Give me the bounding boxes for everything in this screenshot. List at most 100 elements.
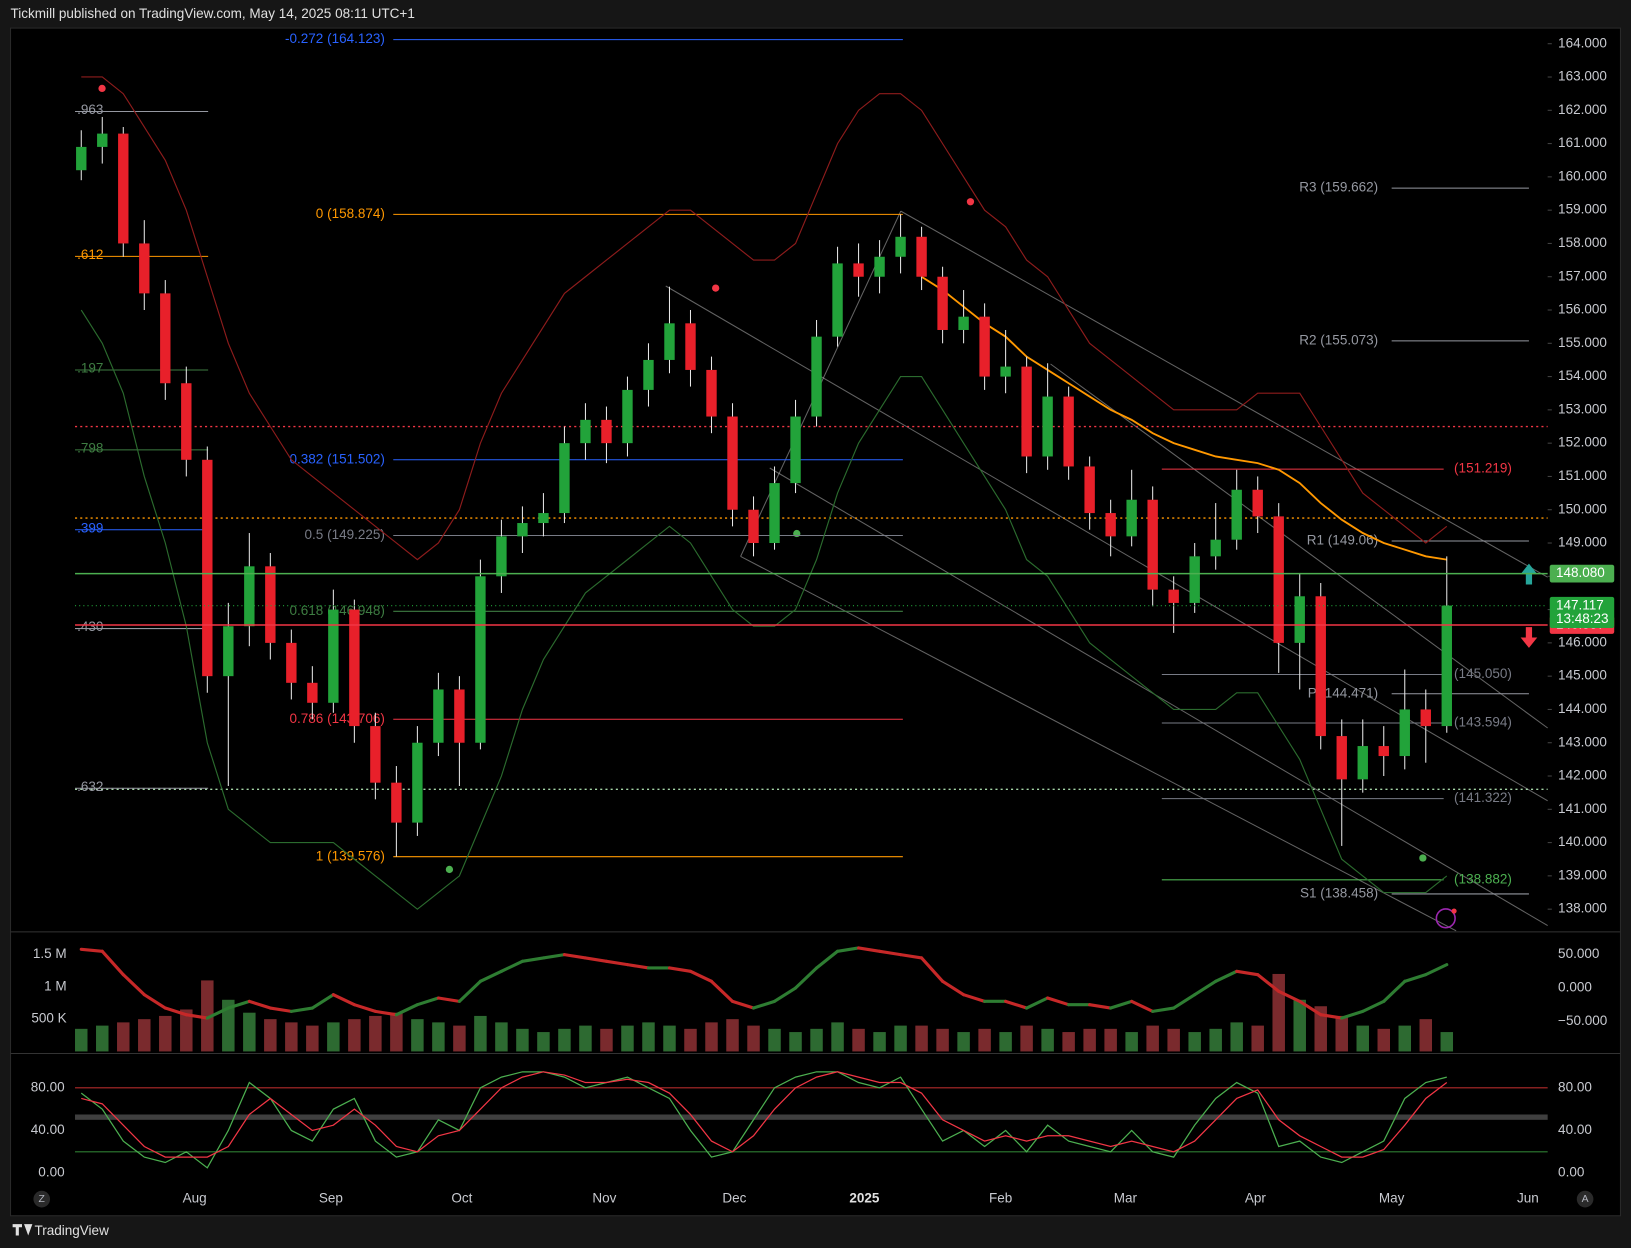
momentum-segment — [625, 963, 651, 970]
candle-body — [1189, 556, 1200, 603]
volume-bar — [999, 1032, 1012, 1052]
candle-body — [1147, 499, 1158, 590]
candle-body — [727, 416, 738, 510]
momentum-segment — [436, 996, 461, 1003]
candle-body — [1231, 489, 1242, 540]
pivot-label: S1 (138.458) — [1300, 885, 1378, 900]
stoch-tick-label: 0.00 — [38, 1165, 64, 1180]
candle-body — [538, 513, 549, 524]
y-tick-label: 150.000 — [1558, 501, 1607, 516]
momentum-segment — [1172, 993, 1197, 1010]
level-label: (143.594) — [1454, 715, 1512, 730]
candle-body — [706, 369, 717, 417]
momentum-segment — [1109, 999, 1134, 1010]
volume-bar — [684, 1028, 697, 1052]
alert-icon[interactable] — [1435, 908, 1456, 929]
volume-bar — [1419, 1019, 1433, 1052]
fib-label: .399 — [77, 520, 103, 535]
candle-body — [685, 323, 696, 370]
volume-bar — [1398, 1025, 1412, 1052]
candle-body — [895, 236, 906, 257]
momentum-segment — [583, 956, 609, 963]
volume-bar — [138, 1019, 151, 1052]
momentum-segment — [688, 969, 714, 983]
y-tick-label: 155.000 — [1558, 335, 1607, 350]
volume-bar — [1293, 999, 1306, 1052]
x-tick-label: Jun — [1517, 1191, 1539, 1206]
y-tick-label: 161.000 — [1558, 135, 1607, 150]
momentum-segment — [899, 953, 924, 960]
momentum-tick-label: 0.000 — [1558, 980, 1592, 995]
volume-bar — [1314, 1006, 1327, 1052]
signal-dot — [712, 284, 720, 292]
volume-bar — [327, 1022, 340, 1052]
candle-body — [160, 293, 171, 384]
last-price-badge — [1549, 596, 1615, 629]
volume-bar — [180, 1009, 193, 1052]
x-tick-label: Mar — [1114, 1191, 1138, 1206]
candle-body — [580, 419, 591, 444]
volume-bar — [432, 1022, 445, 1052]
volume-bar — [75, 1028, 88, 1052]
candle-body — [937, 276, 948, 330]
candle-body — [1273, 516, 1284, 643]
candle-body — [286, 642, 297, 683]
alert-dot — [1451, 908, 1457, 914]
momentum-segment — [163, 1006, 188, 1017]
momentum-segment — [941, 979, 966, 997]
volume-tick-label: 1 M — [44, 978, 67, 993]
momentum-segment — [730, 999, 756, 1010]
channel-line — [769, 467, 1548, 927]
volume-bar — [306, 1025, 319, 1052]
auto-button[interactable] — [1576, 1190, 1594, 1208]
header-text: Tickmill published on TradingView.com, M… — [11, 6, 415, 21]
candle-body — [853, 263, 864, 277]
candle-body — [391, 782, 402, 823]
y-tick-label: 141.000 — [1558, 801, 1607, 816]
momentum-segment — [373, 1009, 398, 1017]
zoom-button[interactable] — [33, 1190, 51, 1208]
volume-bar — [1335, 1015, 1348, 1052]
volume-bar — [1167, 1028, 1180, 1052]
momentum-segment — [772, 986, 798, 1003]
stoch-tick-label: 0.00 — [1558, 1165, 1584, 1180]
momentum-segment — [142, 993, 167, 1010]
momentum-segment — [962, 993, 987, 1003]
momentum-segment — [121, 973, 146, 997]
volume-bar — [1146, 1025, 1159, 1052]
volume-bar — [1041, 1028, 1054, 1052]
signal-dot — [1419, 854, 1427, 862]
candle-body — [1105, 513, 1116, 537]
fib-label: .798 — [77, 440, 103, 455]
volume-bar — [747, 1025, 760, 1052]
candle-body — [1294, 596, 1305, 643]
stoch-tick-label: 40.00 — [1558, 1122, 1592, 1137]
candle-body — [223, 626, 234, 677]
level-label: (145.050) — [1454, 666, 1512, 681]
resistance-badge-label: 148.080 — [1556, 565, 1605, 580]
stoch-tick-label: 40.00 — [31, 1122, 65, 1137]
candle-body — [1021, 366, 1032, 457]
momentum-segment — [1193, 979, 1218, 997]
volume-bar — [705, 1022, 718, 1052]
candle-body — [1084, 466, 1095, 514]
candle-body — [328, 609, 339, 703]
volume-bar — [1356, 1025, 1369, 1052]
candle-body — [97, 133, 108, 147]
candle-body — [601, 419, 612, 444]
candle-body — [202, 459, 213, 677]
fib-label: -0.272 (164.123) — [285, 31, 385, 46]
brand-logo — [12, 1224, 33, 1236]
x-tick-label: Sep — [319, 1191, 343, 1206]
candle-body — [643, 359, 654, 390]
momentum-tick-label: 50.000 — [1558, 946, 1599, 961]
volume-bar — [348, 1019, 361, 1052]
volume-bar — [159, 1015, 172, 1052]
stoch-mid-band — [75, 1114, 1548, 1120]
volume-bar — [453, 1025, 466, 1052]
momentum-segment — [1046, 996, 1071, 1007]
signal-dot — [793, 529, 801, 538]
candle-body — [874, 256, 885, 277]
momentum-segment — [1214, 969, 1239, 983]
